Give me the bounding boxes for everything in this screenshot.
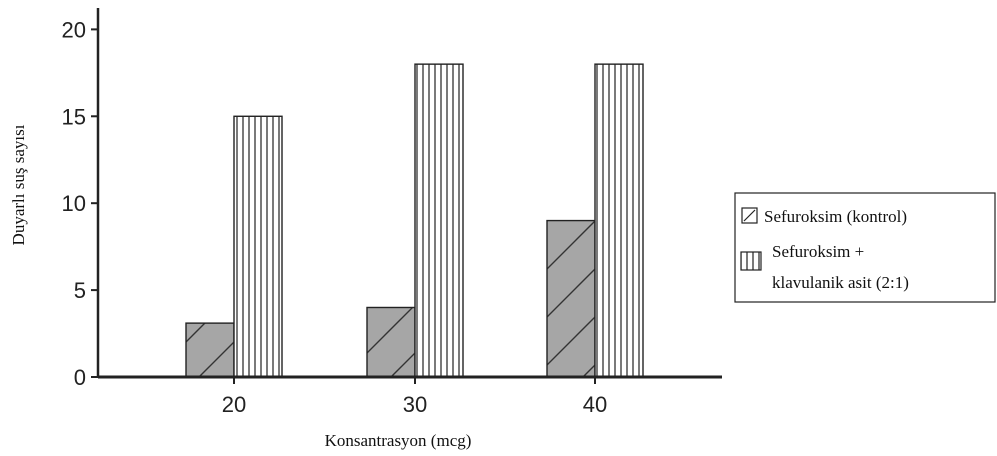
legend-label-control: Sefuroksim (kontrol) [764, 207, 907, 226]
bar-combination-30 [414, 63, 464, 378]
y-tick-label: 15 [62, 104, 86, 129]
x-axis-ticks: 20 30 40 [222, 377, 607, 417]
x-tick-label: 40 [583, 392, 607, 417]
y-axis-ticks: 0 5 10 15 20 [62, 17, 98, 390]
legend-box [734, 192, 996, 303]
x-axis-title: Konsantrasyon (mcg) [325, 431, 472, 450]
y-tick-label: 0 [74, 365, 86, 390]
legend-swatch-control-hatch [743, 209, 756, 222]
legend: Sefuroksim (kontrol) Sefuroksim + klavul… [734, 192, 996, 303]
bar-control-40 [546, 219, 596, 378]
y-tick-label: 10 [62, 191, 86, 216]
y-axis-title: Duyarlı suş sayısı [9, 124, 28, 245]
bar-control-20 [185, 322, 235, 378]
bar-combination-20 [233, 115, 283, 378]
y-tick-label: 5 [74, 278, 86, 303]
bar-combination-40 [594, 63, 644, 378]
legend-swatch-combination [740, 251, 762, 271]
x-tick-label: 20 [222, 392, 246, 417]
y-tick-label: 20 [62, 17, 86, 42]
bar-control-30 [366, 306, 416, 378]
legend-label-combination-line2: klavulanik asit (2:1) [772, 273, 909, 292]
x-tick-label: 30 [403, 392, 427, 417]
bars [185, 63, 644, 378]
legend-label-combination-line1: Sefuroksim + [772, 242, 864, 261]
